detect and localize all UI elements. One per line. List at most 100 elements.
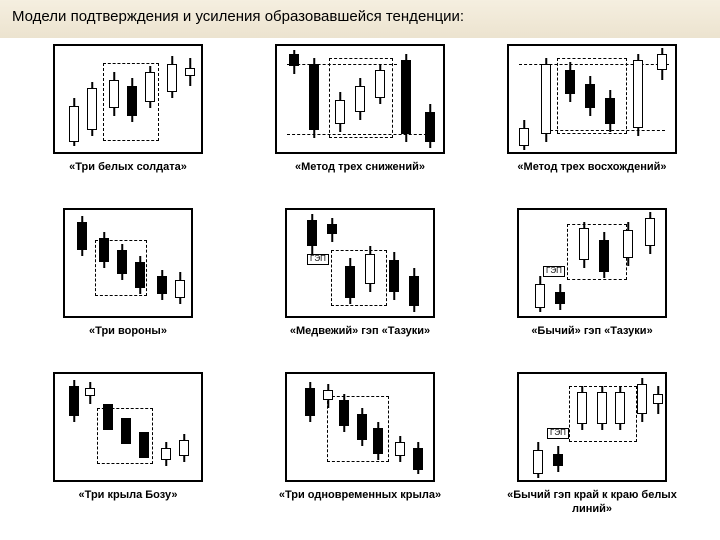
candle [585,46,595,152]
candle [633,46,643,152]
candle-wick [627,258,629,266]
candle-body [605,98,615,124]
candle-body [355,86,365,112]
candle-wick [557,466,559,472]
candle [289,46,299,152]
candle-body [85,388,95,396]
candle-wick [179,272,181,280]
candle-body [375,70,385,98]
candle-body [335,100,345,124]
candle-wick [189,76,191,86]
candle [401,46,411,152]
candle [553,374,563,480]
candle-wick [603,272,605,278]
candle-wick [609,124,611,132]
candle-wick [537,474,539,478]
candle [179,374,189,480]
candle [335,46,345,152]
candle-body [365,254,375,284]
candle [345,210,355,316]
candle-wick [569,94,571,102]
candle [87,46,97,152]
candle-body [103,404,113,430]
highlight-box [331,250,387,306]
candle [579,210,589,316]
pattern-cell: «Три крыла Бозу» [16,372,240,532]
candle [577,374,587,480]
candle [599,210,609,316]
candle-wick [89,396,91,404]
candle [99,210,109,316]
pattern-caption: «Бычий гэп край к краю белых линий» [502,488,682,517]
candle [161,374,171,480]
candle-body [307,220,317,246]
candle-wick [537,442,539,450]
candle [623,210,633,316]
candle-wick [569,62,571,70]
candle [357,374,367,480]
candle [135,210,145,316]
candle-wick [603,232,605,240]
candle-body [167,64,177,92]
candle [555,210,565,316]
candle-body [161,448,171,460]
candle-wick [293,66,295,74]
candle-wick [413,306,415,312]
candle-wick [131,78,133,86]
candle-wick [601,424,603,430]
candle-body [157,276,167,294]
candle-wick [589,76,591,84]
pattern-box [275,44,445,154]
pattern-cell: «Три вороны» [16,208,240,368]
pattern-cell: ГЭП«Бычий» гэп «Тазуки» [480,208,704,368]
candle-wick [359,112,361,120]
candle-body [623,230,633,258]
candle-wick [73,98,75,106]
candle [375,46,385,152]
candle-wick [179,298,181,304]
pattern-cell: ГЭП«Медвежий» гэп «Тазуки» [248,208,472,368]
candle-wick [589,108,591,116]
candle-wick [171,92,173,98]
candle-wick [641,414,643,422]
candle-body [401,60,411,134]
candle [519,46,529,152]
candle-wick [539,308,541,312]
pattern-box [285,372,435,482]
candle-wick [523,146,525,150]
candle [305,374,315,480]
candle-wick [113,72,115,80]
candle-wick [405,134,407,142]
candle-body [69,106,79,142]
candle [103,374,113,480]
candle-wick [637,128,639,136]
candle-wick [309,416,311,422]
candle [85,374,95,480]
pattern-cell: «Метод трех снижений» [248,44,472,204]
pattern-box: ГЭП [517,208,667,318]
pattern-box: ГЭП [285,208,435,318]
candle-body [599,240,609,272]
candle [605,46,615,152]
candle [637,374,647,480]
candle-wick [657,386,659,394]
candle-body [87,88,97,130]
candle [395,374,405,480]
candle-body [305,388,315,416]
candle-wick [661,70,663,80]
highlight-box [567,224,627,280]
candle-body [99,238,109,262]
candle-wick [73,142,75,146]
candle-wick [581,424,583,430]
candle [535,210,545,316]
candle-wick [189,58,191,68]
candle-wick [349,258,351,266]
candle-wick [559,304,561,310]
candle-wick [369,284,371,292]
candle-wick [339,92,341,100]
candle-wick [161,294,163,300]
candle-wick [339,124,341,132]
candle [69,374,79,480]
candle-wick [359,78,361,86]
candle-wick [413,268,415,276]
